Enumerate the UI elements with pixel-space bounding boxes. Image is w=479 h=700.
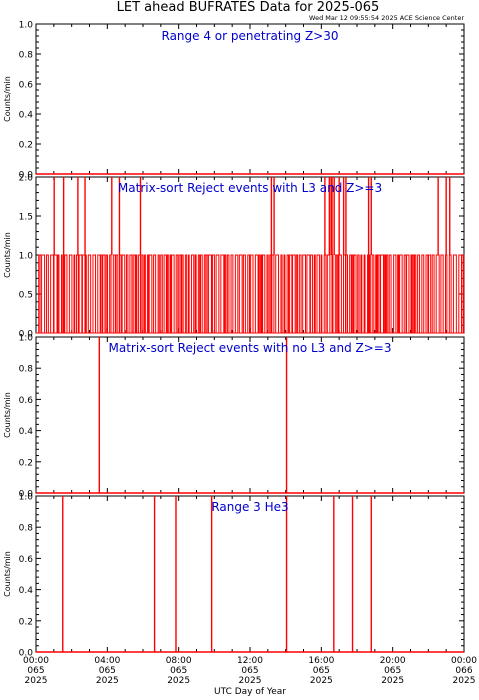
y-tick-label: 1.5 <box>19 213 33 223</box>
x-tick-doy: 065 <box>313 666 330 676</box>
y-axis-label: Counts/min <box>3 392 12 438</box>
x-tick-time: 04:00 <box>94 656 120 666</box>
x-tick-time: 00:00 <box>23 656 49 666</box>
y-axis-label: Counts/min <box>3 232 12 278</box>
x-tick-year: 2025 <box>310 676 333 686</box>
panel-title: Range 4 or penetrating Z>30 <box>162 29 339 43</box>
y-tick-label: 0.8 <box>19 51 34 61</box>
y-tick-label: 0.2 <box>19 141 33 151</box>
x-tick-year: 2025 <box>453 676 476 686</box>
y-tick-label: 1.0 <box>19 21 34 31</box>
y-tick-label: 0.0 <box>19 649 34 659</box>
x-tick-doy: 065 <box>170 666 187 676</box>
x-tick-year: 2025 <box>381 676 404 686</box>
x-axis-label: UTC Day of Year <box>214 687 286 697</box>
y-tick-label: 1.0 <box>19 334 34 344</box>
panel-3: 0.0 0.2 0.4 0.6 0.8 1.0 Counts/min Matrix-sort … <box>3 334 465 500</box>
y-tick-label: 0.8 <box>19 365 34 375</box>
y-tick-label: 0.0 <box>19 171 34 181</box>
x-tick-year: 2025 <box>96 676 119 686</box>
x-tick-time: 12:00 <box>237 656 263 666</box>
panel-2: 0.0 0.5 1.0 1.5 2.0 Counts/min Matrix-sort Rej… <box>3 174 465 340</box>
panel-1: 0.0 0.2 0.4 0.6 0.8 1.0 Counts/min Range 4 or p… <box>3 21 465 181</box>
y-tick-label: 0.2 <box>19 458 33 468</box>
figure-title: LET ahead BUFRATES Data for 2025-065 <box>117 0 380 15</box>
chart-panels: 0.0 0.2 0.4 0.6 0.8 1.0 Counts/min Range 4 or p… <box>3 21 465 659</box>
x-tick-time: 00:00 <box>451 656 477 666</box>
y-tick-label: 0.8 <box>19 524 34 534</box>
panel-title: Matrix-sort Reject events with no L3 and… <box>109 341 392 355</box>
y-tick-label: 0.6 <box>19 81 34 91</box>
x-tick-time: 16:00 <box>308 656 334 666</box>
data-trace <box>36 254 465 334</box>
x-tick-doy: 065 <box>27 666 44 676</box>
y-axis-label: Counts/min <box>3 76 12 122</box>
panel-title: Matrix-sort Reject events with L3 and Z>… <box>118 181 382 195</box>
x-tick-time: 08:00 <box>166 656 192 666</box>
y-tick-label: 0.6 <box>19 396 34 406</box>
x-tick-year: 2025 <box>25 676 48 686</box>
y-tick-label: 0.2 <box>19 617 33 627</box>
y-tick-label: 0.6 <box>19 555 34 565</box>
panel-frame <box>35 495 465 653</box>
y-tick-label: 1.0 <box>19 493 34 503</box>
y-tick-label: 2.0 <box>19 174 34 184</box>
x-tick-year: 2025 <box>167 676 190 686</box>
generation-timestamp: Wed Mar 12 09:55:54 2025 ACE Science Cen… <box>309 14 464 22</box>
y-tick-label: 0.4 <box>19 111 34 121</box>
y-tick-label: 0.4 <box>19 586 34 596</box>
panel-frame <box>35 336 465 494</box>
x-tick-time: 20:00 <box>380 656 406 666</box>
y-tick-label: 1.0 <box>19 252 34 262</box>
y-axis-label: Counts/min <box>3 551 12 597</box>
y-tick-label: 0.4 <box>19 427 34 437</box>
x-tick-doy: 065 <box>99 666 116 676</box>
x-tick-year: 2025 <box>239 676 262 686</box>
x-tick-doy: 065 <box>241 666 258 676</box>
x-axis: 00:00065202504:00065202508:00065202512:0… <box>23 656 477 686</box>
panel-frame <box>35 23 465 175</box>
y-tick-label: 0.5 <box>19 291 33 301</box>
panel-title: Range 3 He3 <box>211 500 288 514</box>
y-tick-label: 0.0 <box>19 490 34 500</box>
x-tick-doy: 066 <box>455 666 472 676</box>
y-tick-label: 0.0 <box>19 330 34 340</box>
x-tick-doy: 065 <box>384 666 401 676</box>
panel-4: 0.0 0.2 0.4 0.6 0.8 1.0 Counts/min Range 3 He3 <box>3 493 465 659</box>
